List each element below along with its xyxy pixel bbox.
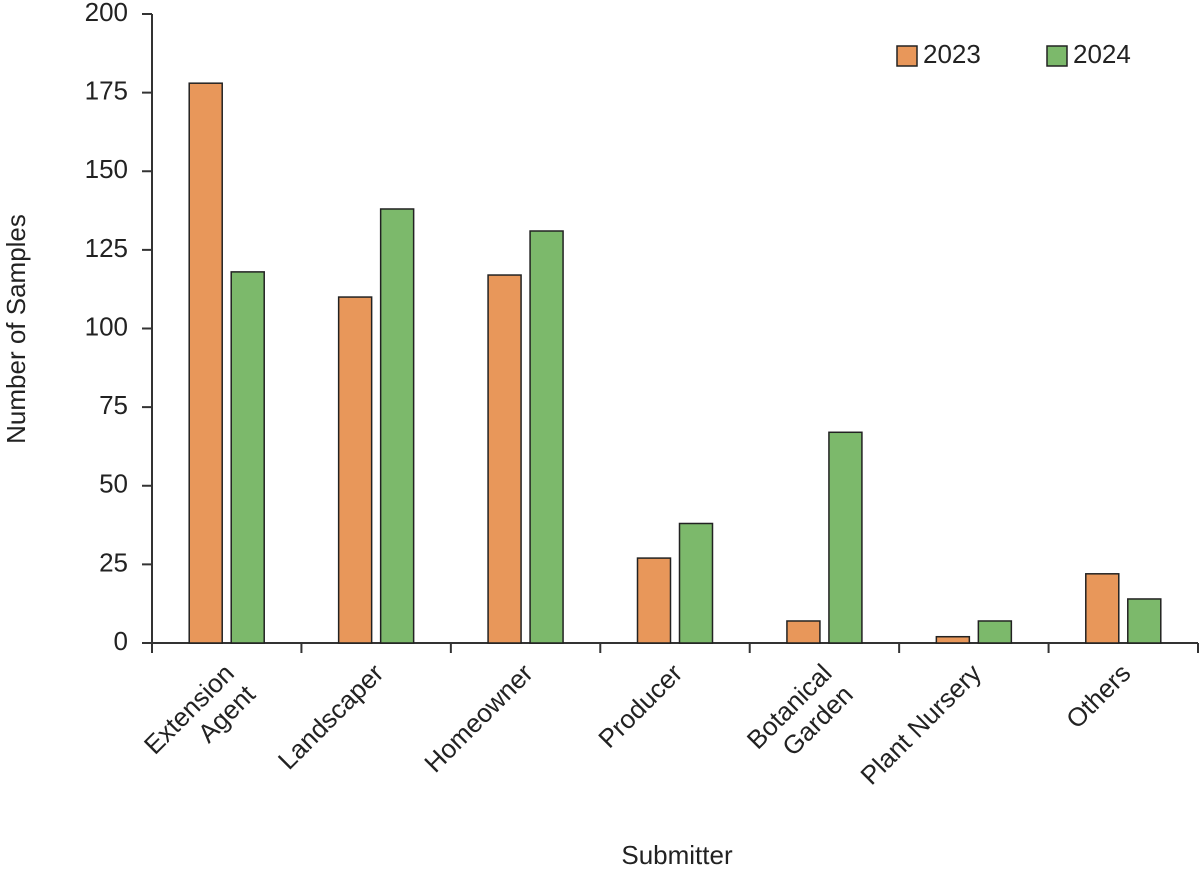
legend-label: 2024 bbox=[1073, 39, 1131, 69]
bar bbox=[1127, 598, 1162, 644]
x-tick-label: ExtensionAgent bbox=[138, 657, 262, 781]
y-tick-label: 150 bbox=[85, 154, 128, 184]
legend-label: 2023 bbox=[923, 39, 981, 69]
x-tick-label: Homeowner bbox=[418, 658, 539, 779]
x-tick-label: Producer bbox=[592, 658, 688, 754]
bar bbox=[487, 274, 522, 644]
bar bbox=[337, 296, 373, 644]
bar bbox=[529, 230, 564, 644]
x-tick-label: Plant Nursery bbox=[854, 658, 987, 791]
y-tick-label: 175 bbox=[85, 76, 128, 106]
bar bbox=[636, 557, 672, 644]
y-tick-label: 125 bbox=[85, 233, 128, 263]
x-tick-label: Landscaper bbox=[272, 658, 390, 776]
bar bbox=[379, 208, 415, 644]
y-tick-label: 50 bbox=[99, 469, 128, 499]
y-tick-label: 25 bbox=[99, 547, 128, 577]
y-tick-label: 200 bbox=[85, 0, 128, 27]
bar bbox=[828, 431, 863, 644]
x-tick-label: Others bbox=[1060, 658, 1136, 734]
bar bbox=[935, 635, 971, 644]
y-tick-label: 0 bbox=[114, 626, 128, 656]
bar bbox=[230, 271, 265, 644]
bar bbox=[786, 620, 821, 644]
bar bbox=[1085, 573, 1120, 644]
bar bbox=[977, 620, 1013, 644]
y-tick-label: 100 bbox=[85, 311, 128, 341]
bar bbox=[678, 522, 714, 644]
x-axis-title: Submitter bbox=[621, 840, 733, 870]
legend-swatch bbox=[896, 45, 918, 67]
legend-swatch bbox=[1046, 45, 1068, 67]
x-tick-label: BotanicalGarden bbox=[741, 658, 859, 776]
bar bbox=[188, 82, 223, 644]
y-tick-label: 75 bbox=[99, 390, 128, 420]
y-axis-title: Number of Samples bbox=[1, 214, 31, 444]
